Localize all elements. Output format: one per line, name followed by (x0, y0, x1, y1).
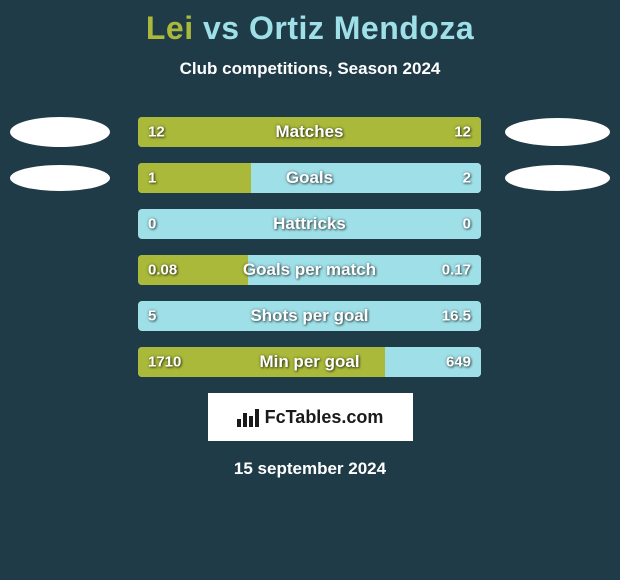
stat-row: 1710 649 Min per goal (0, 347, 620, 377)
metric-label: Matches (275, 122, 343, 142)
value-left: 0 (148, 216, 156, 233)
team-logo-right (505, 165, 610, 191)
stat-row: 1 2 Goals (0, 163, 620, 193)
watermark: FcTables.com (208, 393, 413, 441)
team-logo-right (505, 118, 610, 146)
date-label: 15 september 2024 (0, 459, 620, 479)
stat-bar: 0.08 0.17 Goals per match (138, 255, 481, 285)
value-right: 649 (446, 354, 471, 371)
stat-bar: 1710 649 Min per goal (138, 347, 481, 377)
team-logo-left (10, 117, 110, 147)
stat-row: 0 0 Hattricks (0, 209, 620, 239)
stat-bar: 12 12 Matches (138, 117, 481, 147)
value-left: 1 (148, 170, 156, 187)
stat-bar: 0 0 Hattricks (138, 209, 481, 239)
value-left: 1710 (148, 354, 181, 371)
page-title: Lei vs Ortiz Mendoza (0, 0, 620, 47)
stats-chart: 1212Matches12Goals00Hattricks0.080.17Goa… (0, 117, 620, 377)
metric-label: Hattricks (273, 214, 346, 234)
stat-bar: 1 2 Goals (138, 163, 481, 193)
value-right: 2 (463, 170, 471, 187)
stat-row: 5 16.5 Shots per goal (0, 301, 620, 331)
value-right: 16.5 (442, 308, 471, 325)
value-right: 12 (454, 124, 471, 141)
metric-label: Min per goal (259, 352, 359, 372)
title-player2: Ortiz Mendoza (249, 10, 474, 46)
metric-label: Shots per goal (250, 306, 368, 326)
title-vs: vs (194, 10, 249, 46)
metric-label: Goals per match (243, 260, 376, 280)
team-logo-left (10, 165, 110, 191)
value-left: 0.08 (148, 262, 177, 279)
title-player1: Lei (146, 10, 194, 46)
metric-label: Goals (286, 168, 333, 188)
stat-row: 0.08 0.17 Goals per match (0, 255, 620, 285)
stat-bar: 5 16.5 Shots per goal (138, 301, 481, 331)
subtitle: Club competitions, Season 2024 (0, 59, 620, 79)
comparison-infographic: Lei vs Ortiz Mendoza Club competitions, … (0, 0, 620, 580)
value-right: 0.17 (442, 262, 471, 279)
chart-icon (237, 407, 259, 427)
watermark-text: FcTables.com (265, 407, 384, 428)
value-right: 0 (463, 216, 471, 233)
stat-row: 12 12 Matches (0, 117, 620, 147)
value-left: 5 (148, 308, 156, 325)
value-left: 12 (148, 124, 165, 141)
